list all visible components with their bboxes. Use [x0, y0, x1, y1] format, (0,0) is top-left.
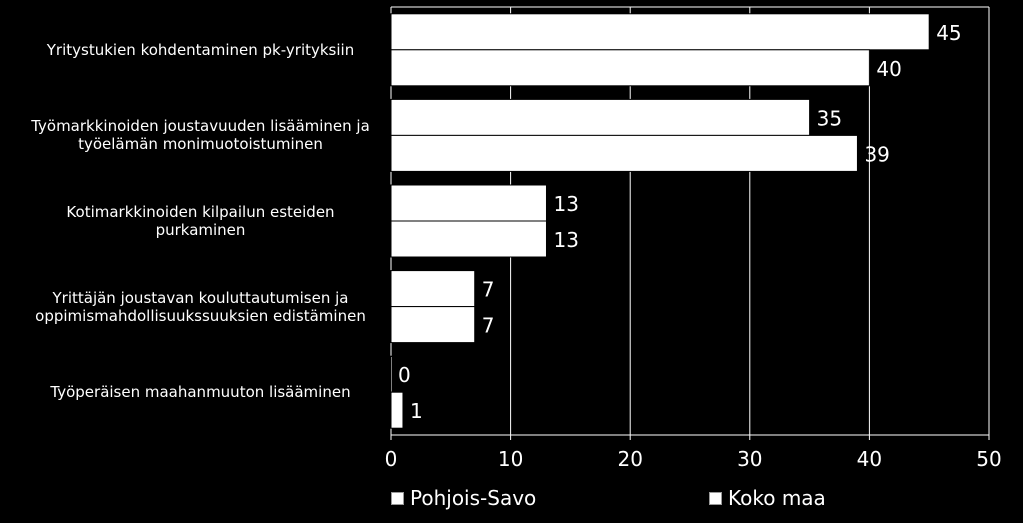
- legend-label-pohjois-savo: Pohjois-Savo: [410, 486, 537, 510]
- data-label-pohjois-savo-4: 0: [398, 363, 411, 387]
- category-label-0-line-0: Yritystukien kohdentaminen pk-yrityksiin: [46, 40, 355, 59]
- category-label-3-line-0: Yrittäjän joustavan kouluttautumisen ja: [52, 288, 349, 307]
- data-label-koko-maa-0: 40: [876, 57, 901, 81]
- category-label-2: Kotimarkkinoiden kilpailun esteiden purka…: [28, 203, 373, 239]
- x-tick-label-0: 0: [385, 447, 398, 471]
- x-tick-label-50: 50: [976, 447, 1001, 471]
- category-label-4: Työperäisen maahanmuuton lisääminen: [28, 383, 373, 401]
- category-label-1-line-1: työelämän monimuotoistuminen: [78, 135, 323, 154]
- bar-pohjois-savo-0: [390, 13, 930, 51]
- legend-swatch-koko-maa: [709, 491, 722, 505]
- bar-pohjois-savo-4: [390, 355, 393, 393]
- legend-swatch-pohjois-savo: [391, 491, 404, 505]
- bar-koko-maa-0: [390, 49, 870, 87]
- category-label-4-line-0: Työperäisen maahanmuuton lisääminen: [50, 383, 351, 402]
- data-label-pohjois-savo-1: 35: [817, 106, 842, 130]
- category-label-2-line-0: Kotimarkkinoiden kilpailun esteiden: [66, 203, 335, 221]
- x-tick-label-20: 20: [617, 447, 642, 471]
- data-label-pohjois-savo-0: 45: [936, 21, 961, 45]
- x-tick-label-30: 30: [737, 447, 762, 471]
- bar-pohjois-savo-3: [390, 270, 476, 308]
- category-label-3-line-1: oppimismahdollisuukssuuksien edistäminen: [35, 306, 366, 325]
- category-label-2-line-1: purkaminen: [155, 221, 246, 239]
- legend-item-koko-maa: Koko maa: [709, 486, 826, 510]
- legend-item-pohjois-savo: Pohjois-Savo: [391, 486, 536, 510]
- data-label-koko-maa-2: 13: [553, 228, 578, 252]
- category-label-1: Työmarkkinoiden joustavuuden lisääminen …: [28, 117, 373, 153]
- data-label-koko-maa-3: 7: [482, 314, 495, 338]
- data-label-pohjois-savo-3: 7: [482, 278, 495, 302]
- x-tick-label-40: 40: [857, 447, 882, 471]
- bar-pohjois-savo-1: [390, 98, 811, 136]
- category-label-1-line-0: Työmarkkinoiden joustavuuden lisääminen …: [31, 117, 370, 136]
- data-label-koko-maa-1: 39: [864, 142, 889, 166]
- bar-koko-maa-3: [390, 306, 476, 344]
- category-label-0: Yritystukien kohdentaminen pk-yrityksiin: [28, 41, 373, 59]
- category-label-3: Yrittäjän joustavan kouluttautumisen ja o…: [28, 289, 373, 325]
- bar-koko-maa-2: [390, 220, 547, 258]
- bar-koko-maa-1: [390, 134, 858, 172]
- bar-koko-maa-4: [390, 391, 404, 429]
- legend-label-koko-maa: Koko maa: [728, 486, 826, 510]
- data-label-pohjois-savo-2: 13: [553, 192, 578, 216]
- data-label-koko-maa-4: 1: [410, 399, 423, 423]
- x-tick-label-10: 10: [498, 447, 523, 471]
- bar-pohjois-savo-2: [390, 184, 547, 222]
